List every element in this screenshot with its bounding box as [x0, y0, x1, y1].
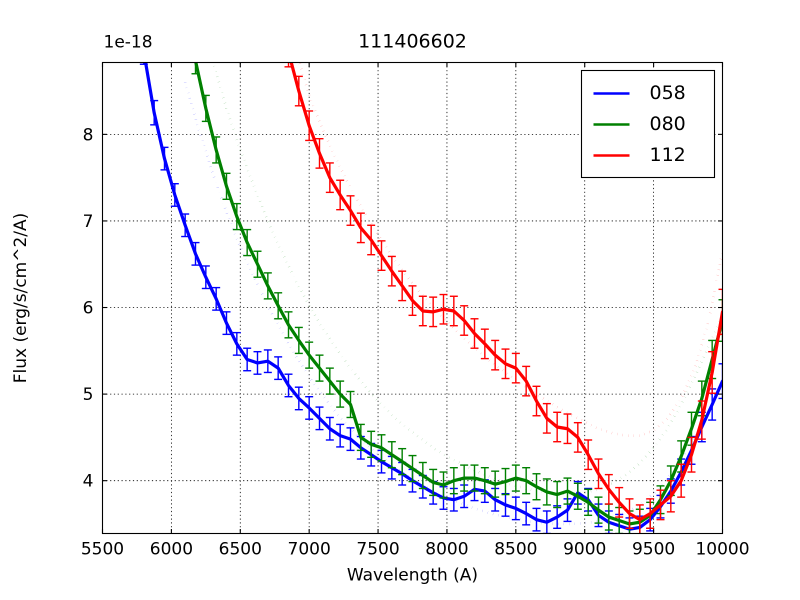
legend[interactable]: 058 080 112: [580, 69, 716, 179]
x-tick-label: 5500: [81, 540, 124, 560]
y-tick-label: 5: [83, 385, 94, 405]
data-curve: [194, 62, 723, 526]
x-tick-label: 10000: [695, 540, 749, 560]
error-bars: [191, 62, 723, 534]
x-tick-label: 8500: [494, 540, 537, 560]
x-axis-title: Wavelength (A): [347, 566, 478, 586]
page-title: 111406602: [358, 31, 467, 53]
y-tick-label: 6: [83, 299, 94, 319]
gridlines: [102, 62, 723, 534]
legend-label-058: 058: [650, 82, 686, 104]
y-tick-label: 4: [83, 472, 94, 492]
x-tick-label: 6000: [150, 540, 193, 560]
legend-label-080: 080: [650, 113, 686, 135]
axis-labels-layer: 5500 6000 6500 7000 7500 8000 8500 9000 9500 1000…: [11, 31, 750, 586]
axes-layer: [101, 61, 724, 535]
y-tick-label: 8: [83, 125, 94, 145]
x-tick-label: 7000: [288, 540, 331, 560]
x-tick-label: 9500: [632, 540, 675, 560]
y-axis-offset-label: 1e-18: [104, 33, 153, 53]
legend-item-080[interactable]: 080: [593, 113, 686, 135]
legend-item-058[interactable]: 058: [593, 82, 686, 104]
x-tick-label: 9000: [563, 540, 606, 560]
data-series-layer: [139, 62, 723, 534]
data-curve: [289, 62, 723, 522]
x-tick-label: 6500: [219, 540, 262, 560]
x-tick-label: 8000: [425, 540, 468, 560]
series-080: [191, 62, 723, 534]
y-tick-label: 7: [83, 212, 94, 232]
x-tick-label: 7500: [356, 540, 399, 560]
legend-label-112: 112: [650, 144, 686, 166]
legend-item-112[interactable]: 112: [593, 144, 686, 166]
axes-frame: [101, 61, 724, 535]
series-112: [284, 62, 723, 534]
y-axis-title: Flux (erg/s/cm^2/A): [11, 213, 31, 384]
